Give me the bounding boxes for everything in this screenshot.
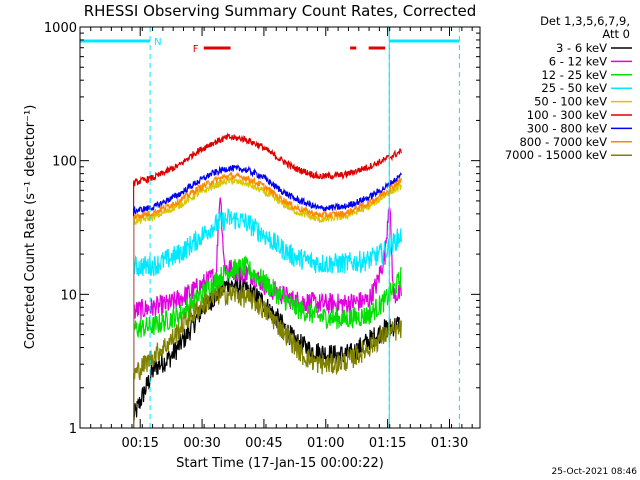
y-tick-label: 1 bbox=[69, 422, 77, 437]
series-line-800-7000-kev bbox=[133, 171, 402, 428]
x-tick-label: 00:15 bbox=[121, 436, 158, 451]
legend-label: 7000 - 15000 keV bbox=[505, 148, 607, 162]
flare-flag-label: F bbox=[193, 44, 199, 55]
legend-label: 25 - 50 keV bbox=[541, 81, 607, 95]
night-flag-label: N bbox=[154, 37, 161, 48]
legend-label: 3 - 6 keV bbox=[556, 41, 607, 55]
series-layer bbox=[133, 132, 402, 428]
timestamp: 25-Oct-2021 08:46 bbox=[552, 467, 638, 477]
x-tick-labels: 00:15 00:30 00:45 01:00 01:15 01:30 bbox=[121, 436, 468, 451]
x-tick-label: 00:45 bbox=[245, 436, 282, 451]
series-line-12-25-kev bbox=[133, 255, 402, 428]
x-tick-label: 01:30 bbox=[431, 436, 468, 451]
y-tick-labels: 1 10 100 1000 bbox=[44, 21, 77, 437]
legend-detectors: Det 1,3,5,6,7,9, bbox=[540, 14, 630, 28]
legend-attenuator: Att 0 bbox=[602, 27, 630, 41]
y-tick-label: 1000 bbox=[44, 21, 77, 36]
legend-label: 800 - 7000 keV bbox=[519, 135, 607, 149]
y-tick-label: 10 bbox=[60, 288, 77, 303]
legend-label: 100 - 300 keV bbox=[527, 108, 607, 122]
plot-frame bbox=[79, 26, 481, 429]
legend-label: 12 - 25 keV bbox=[541, 68, 607, 82]
series-line-100-300-kev bbox=[133, 132, 402, 428]
series-line-25-50-kev bbox=[133, 208, 402, 428]
series-line-7000-15000-kev bbox=[133, 284, 402, 428]
chart-title: RHESSI Observing Summary Count Rates, Co… bbox=[84, 2, 477, 20]
x-tick-label: 00:30 bbox=[183, 436, 220, 451]
x-axis-label: Start Time (17-Jan-15 00:00:22) bbox=[176, 456, 384, 471]
y-axis-label: Corrected Count Rate (s⁻¹ detector⁻¹) bbox=[23, 105, 38, 350]
axes-frame bbox=[79, 26, 481, 429]
legend-label: 6 - 12 keV bbox=[549, 54, 607, 68]
legend-label: 300 - 800 keV bbox=[527, 121, 607, 135]
series-line-300-800-kev bbox=[133, 163, 402, 428]
y-tick-label: 100 bbox=[52, 155, 77, 170]
flags-layer: NF bbox=[80, 27, 460, 428]
x-tick-label: 01:00 bbox=[307, 436, 344, 451]
x-tick-label: 01:15 bbox=[369, 436, 406, 451]
legend-label: 50 - 100 keV bbox=[534, 95, 607, 109]
